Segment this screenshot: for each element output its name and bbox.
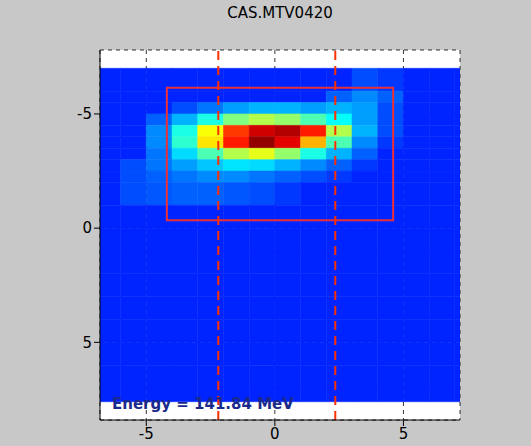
svg-text:0: 0 <box>270 425 280 443</box>
svg-text:5: 5 <box>399 425 409 443</box>
svg-text:0: 0 <box>82 219 92 237</box>
html-text:CAS.MTV0420: CAS.MTV0420 <box>227 4 333 22</box>
svg-text:Energy = 141.84 MeV: Energy = 141.84 MeV <box>112 395 294 413</box>
svg-text:-5: -5 <box>77 105 92 123</box>
svg-text:-5: -5 <box>139 425 154 443</box>
svg-text:5: 5 <box>82 334 92 352</box>
